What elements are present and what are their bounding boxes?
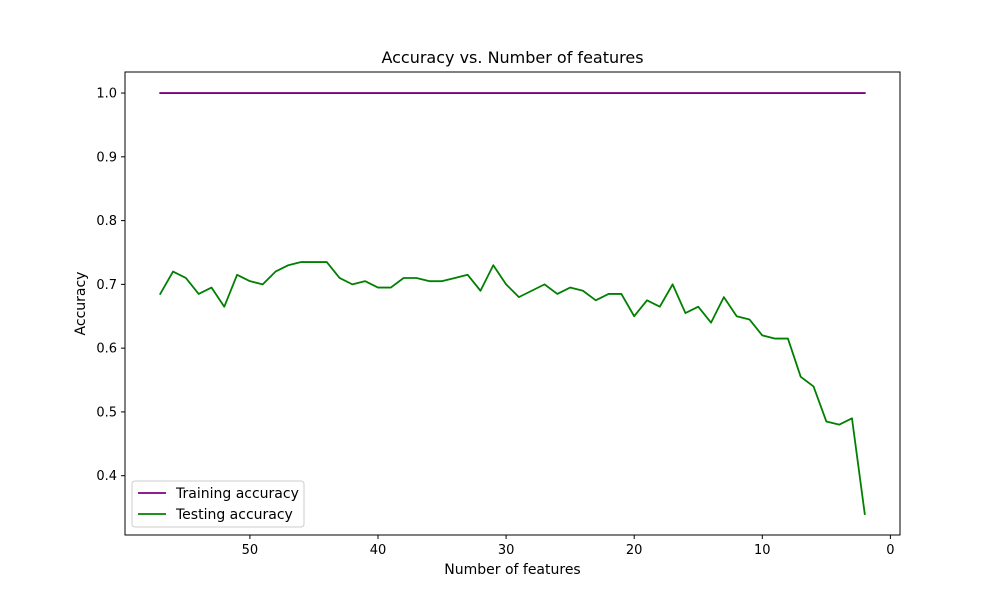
y-tick-label: 0.9 <box>96 150 117 165</box>
y-tick-label: 0.7 <box>96 278 117 293</box>
legend-box <box>131 480 305 528</box>
x-tick-label: 50 <box>242 543 259 558</box>
y-tick-label: 0.4 <box>96 469 117 484</box>
y-axis: 0.4 0.5 0.6 0.7 0.8 0.9 1.0 <box>96 87 125 484</box>
series-layer <box>159 92 866 515</box>
y-tick-label: 0.6 <box>96 342 117 357</box>
legend-label-1: Testing accuracy <box>175 507 293 523</box>
plot-frame <box>124 71 901 536</box>
x-axis-label: Number of features <box>444 562 580 578</box>
chart-title: Accuracy vs. Number of features <box>381 48 643 67</box>
plot-area <box>125 72 900 535</box>
x-tick-label: 40 <box>370 543 387 558</box>
x-tick-label: 30 <box>498 543 515 558</box>
x-axis: 50 40 30 20 10 0 <box>242 535 895 558</box>
y-tick-label: 1.0 <box>96 87 117 102</box>
y-tick-label: 0.8 <box>96 214 117 229</box>
y-axis-label: Accuracy <box>73 272 89 336</box>
x-tick-label: 20 <box>626 543 643 558</box>
x-tick-label: 10 <box>754 543 771 558</box>
legend-label-0: Training accuracy <box>175 486 299 502</box>
series-line-1 <box>159 261 866 515</box>
y-tick-label: 0.5 <box>96 405 117 420</box>
legend: Training accuracy Testing accuracy <box>131 480 305 528</box>
x-tick-label: 0 <box>886 543 894 558</box>
